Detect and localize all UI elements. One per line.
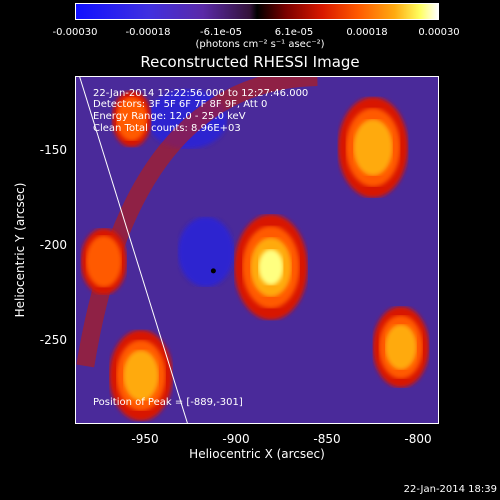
y-tick-label: -200 — [39, 238, 67, 252]
emission-source — [337, 96, 409, 198]
colorbar-tick: 0.00018 — [346, 27, 388, 38]
emission-contour — [85, 235, 122, 288]
y-tick-label: -150 — [39, 143, 67, 157]
emission-source — [234, 214, 308, 321]
x-tick-label: -800 — [404, 432, 432, 446]
plot-area — [75, 76, 439, 424]
x-axis-label: Heliocentric X (arcsec) — [189, 447, 325, 461]
colorbar — [75, 3, 439, 20]
emission-contour — [258, 249, 284, 286]
emission-source — [80, 228, 127, 295]
emission-contour — [123, 349, 159, 401]
emission-source — [372, 306, 430, 388]
annotation-energy-range: Energy Range: 12.0 - 25.0 keV — [93, 111, 246, 122]
colorbar-unit-label: (photons cm⁻² s⁻¹ asec⁻²) — [195, 39, 325, 50]
center-marker — [210, 268, 216, 274]
emission-contour — [116, 96, 148, 141]
negative-flux-region — [177, 216, 234, 287]
colorbar-tick: 0.00030 — [418, 27, 460, 38]
solar-limb-line — [79, 77, 188, 423]
colorbar-tick: -6.1e-05 — [200, 27, 242, 38]
peak-position-label: Position of Peak = [-889,-301] — [93, 397, 243, 408]
colorbar-tick: -0.00030 — [52, 27, 98, 38]
emission-source — [109, 329, 173, 422]
y-tick-label: -250 — [39, 333, 67, 347]
emission-contour — [353, 119, 393, 176]
x-tick-label: -850 — [313, 432, 341, 446]
heatmap-image — [76, 77, 438, 423]
emission-contour — [385, 324, 417, 370]
colorbar-tick: 6.1e-05 — [274, 27, 314, 38]
plot-timestamp: 22-Jan-2014 18:39 — [403, 484, 497, 495]
chart-title: Reconstructed RHESSI Image — [140, 53, 360, 71]
emission-source — [111, 90, 152, 148]
x-tick-label: -900 — [222, 432, 250, 446]
annotation-total-counts: Clean Total counts: 8.96E+03 — [93, 123, 241, 134]
annotation-time-range: 22-Jan-2014 12:22:56.000 to 12:27:46.000 — [93, 88, 309, 99]
y-axis-label: Heliocentric Y (arcsec) — [13, 182, 27, 318]
annotation-detectors: Detectors: 3F 5F 6F 7F 8F 9F, Att 0 — [93, 99, 268, 110]
x-tick-label: -950 — [131, 432, 159, 446]
colorbar-tick: -0.00018 — [125, 27, 171, 38]
